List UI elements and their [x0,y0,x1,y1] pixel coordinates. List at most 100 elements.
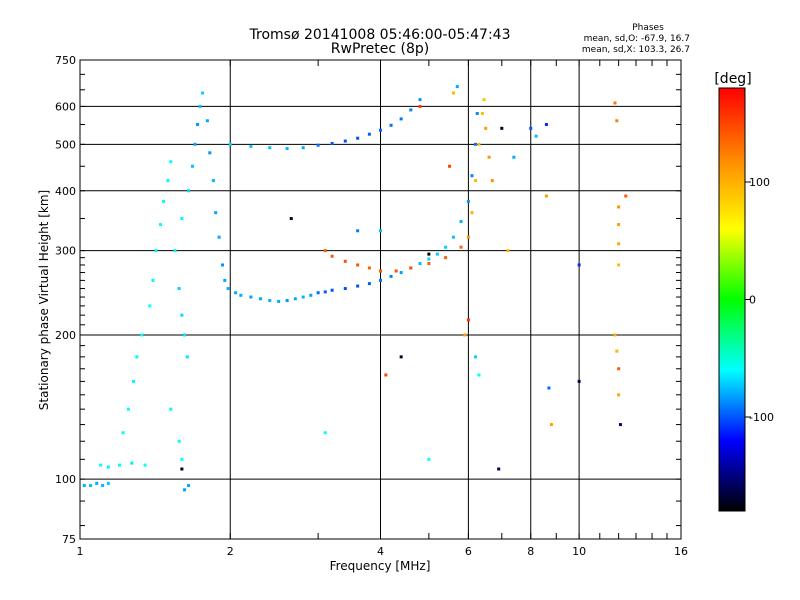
data-point [187,189,191,193]
data-point [356,284,360,288]
data-point [356,136,360,140]
data-point [196,123,200,127]
data-point [389,274,393,278]
data-point [162,199,166,203]
data-point [214,211,218,215]
data-point [379,269,382,273]
data-point [180,457,184,461]
data-point [309,293,313,297]
data-point [226,287,230,291]
y-tick-labels: 75 100 200 300 400 500 600 750 [55,54,76,546]
data-point [190,164,194,168]
data-point [475,111,479,115]
data-point [154,249,158,253]
data-point [480,111,484,115]
data-point [389,123,393,127]
data-point [399,355,403,359]
data-point [173,249,177,253]
data-point [249,295,253,299]
data-point [466,199,470,203]
data-point [367,266,371,270]
data-point [177,287,181,291]
y-tick-label: 750 [55,54,76,67]
data-point [379,229,382,233]
data-point [301,146,305,150]
data-point [497,467,501,471]
data-point [484,126,488,130]
data-point [618,423,622,427]
data-point [435,252,439,256]
data-point [285,299,289,303]
data-point [427,457,431,461]
data-point [577,263,581,267]
data-point [444,245,448,249]
data-point [459,245,463,249]
data-point [427,257,431,261]
data-point [470,211,474,215]
data-point [617,263,621,267]
data-point [473,355,477,359]
data-point [477,142,481,146]
data-point [399,117,403,121]
data-point [394,269,398,273]
data-point [466,235,470,239]
data-point [617,393,621,397]
colorbar-tick-label: -100 [749,411,774,424]
data-point [418,98,422,102]
data-point [477,373,481,377]
data-point [268,146,272,150]
data-point [316,143,320,147]
y-tick-label: 200 [55,329,76,342]
data-point [330,254,334,258]
data-point [547,386,551,390]
data-point [490,179,494,183]
x-axis-label: Frequency [MHz] [330,559,431,573]
data-point [135,355,139,359]
data-point [577,379,581,383]
x-tick-label: 1 [77,545,84,558]
data-point [444,256,448,260]
data-point [148,304,152,308]
data-point [221,263,225,267]
data-point [473,179,477,183]
data-point [343,287,347,291]
y-tick-label: 100 [55,473,76,486]
data-point [613,101,617,105]
data-point [617,367,621,371]
x-tick-label: 6 [465,545,472,558]
data-point [529,126,533,130]
data-point [451,235,455,239]
data-point [101,483,105,487]
data-point [615,349,619,353]
data-point [99,463,103,467]
y-tick-label: 600 [55,100,76,113]
data-point [356,263,360,267]
data-point [285,147,289,151]
data-point [613,333,617,337]
colorbar-tick-label: 100 [749,176,770,189]
data-point [121,431,125,435]
data-point [169,160,173,164]
data-point [140,333,144,337]
data-point [343,139,347,143]
tick-marks [80,59,681,539]
data-point [534,134,538,138]
data-point [544,194,548,198]
x-tick-label: 4 [377,545,384,558]
data-point [323,290,327,294]
data-point [106,465,110,469]
grid-lines [80,60,681,539]
chart-title: Tromsø 20141008 05:46:00-05:47:43 [249,27,511,43]
data-point [130,461,134,465]
data-point [466,318,470,322]
data-point [399,271,403,275]
data-point [198,104,202,108]
colorbar-label: [deg] [714,71,751,87]
data-point [180,467,184,471]
colorbar-tick-label: 0 [749,294,756,307]
data-point [506,249,510,253]
x-tick-labels: 1 2 4 6 8 10 16 [77,545,689,558]
data-point [330,288,334,292]
data-point [409,108,413,112]
